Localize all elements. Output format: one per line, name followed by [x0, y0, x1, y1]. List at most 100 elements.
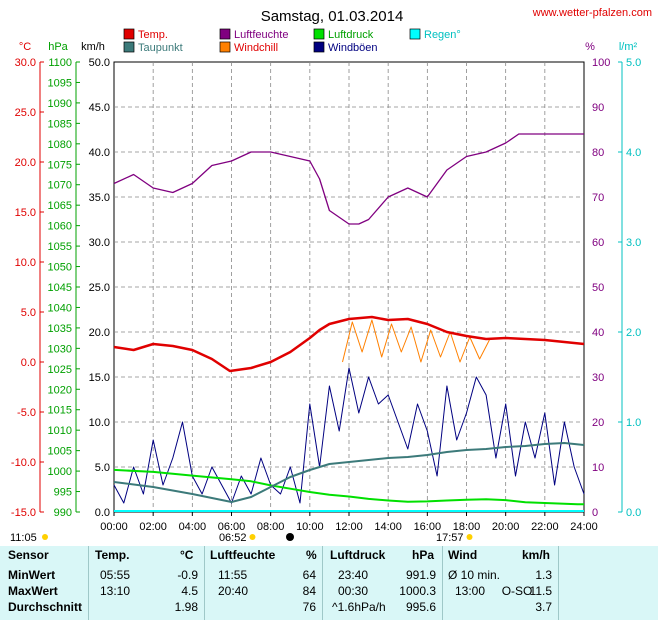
chart-title: Samstag, 01.03.2014 [261, 8, 404, 25]
x-tick-label: 24:00 [570, 521, 598, 533]
hdr-press: Luftdruck [330, 548, 386, 562]
tick-label-temp: 10.0 [15, 257, 36, 269]
tick-label-pressure: 1020 [48, 384, 72, 396]
tick-label-pressure: 1050 [48, 262, 72, 274]
legend-label: Temp. [138, 29, 168, 41]
sunset-icon [466, 534, 473, 540]
x-tick-label: 08:00 [257, 521, 285, 533]
cell: 991.9 [405, 568, 436, 582]
cell: ^1.6hPa/h [332, 600, 386, 614]
tick-label-temp: 15.0 [15, 207, 36, 219]
tick-label-humidity: 0 [592, 507, 598, 519]
cell: -0.9 [177, 568, 198, 582]
x-tick-label: 16:00 [414, 521, 442, 533]
x-tick-label: 06:00 [218, 521, 246, 533]
x-tick-label: 22:00 [531, 521, 559, 533]
tick-label-humidity: 90 [592, 102, 604, 114]
hdr-hum-unit: % [306, 548, 317, 562]
cell: Ø 10 min. [448, 568, 501, 582]
tick-label-temp: 0.0 [21, 357, 36, 369]
series-windchill [342, 319, 490, 363]
tick-label-rain: 5.0 [626, 57, 641, 69]
x-tick-label: 14:00 [374, 521, 402, 533]
cell: 23:40 [338, 568, 369, 582]
tick-label-humidity: 10 [592, 462, 604, 474]
tick-label-rain: 4.0 [626, 147, 641, 159]
tick-label-temp: -15.0 [11, 507, 36, 519]
tick-label-temp: 5.0 [21, 307, 36, 319]
tick-label-humidity: 20 [592, 417, 604, 429]
tick-label-wind: 0.0 [95, 507, 110, 519]
tick-label-pressure: 995 [54, 487, 72, 499]
axis-label-rain: l/m² [619, 41, 638, 53]
tick-label-humidity: 50 [592, 282, 604, 294]
tick-label-humidity: 60 [592, 237, 604, 249]
x-tick-label: 00:00 [100, 521, 128, 533]
tick-label-humidity: 70 [592, 192, 604, 204]
tick-label-wind: 10.0 [89, 417, 110, 429]
cell: 20:40 [218, 584, 249, 598]
tick-label-pressure: 1005 [48, 446, 72, 458]
series-humidity [113, 133, 584, 225]
weather-chart: Samstag, 01.03.2014 www.wetter-pfalzen.co… [10, 7, 652, 544]
legend-swatch [123, 41, 135, 53]
cell: 84 [302, 584, 316, 598]
tick-label-pressure: 1085 [48, 118, 72, 130]
tick-label-rain: 3.0 [626, 237, 641, 249]
legend-label: Regen° [424, 29, 461, 41]
cell: 11.5 [529, 584, 552, 598]
tick-label-pressure: 1060 [48, 221, 72, 233]
tick-label-pressure: 1095 [48, 77, 72, 89]
cell: 1.3 [535, 568, 552, 582]
cell: 13:00 O-SO [455, 584, 533, 598]
legend-label: Luftfeuchte [234, 29, 288, 41]
moon-icon [42, 534, 48, 540]
tick-label-pressure: 1090 [48, 98, 72, 110]
tick-label-pressure: 1035 [48, 323, 72, 335]
tick-label-pressure: 1040 [48, 302, 72, 314]
legend-swatch [313, 28, 325, 40]
tick-label-temp: 30.0 [15, 57, 36, 69]
tick-label-temp: 25.0 [15, 107, 36, 119]
tick-label-wind: 30.0 [89, 237, 110, 249]
series-temp [113, 315, 585, 373]
cell: 4.5 [181, 584, 198, 598]
tick-label-wind: 25.0 [89, 282, 110, 294]
axis-label-temp: °C [19, 41, 31, 53]
hdr-hum: Luftfeuchte [210, 548, 276, 562]
legend-swatch [409, 28, 421, 40]
cell: 00:30 [338, 584, 369, 598]
axis-label-wind: km/h [81, 41, 105, 53]
legend-label: Luftdruck [328, 29, 374, 41]
tick-label-rain: 2.0 [626, 327, 641, 339]
tick-label-rain: 0.0 [626, 507, 641, 519]
hdr-press-unit: hPa [412, 548, 435, 562]
row-label: Durchschnitt [8, 600, 83, 614]
tick-label-pressure: 1080 [48, 139, 72, 151]
tick-label-pressure: 1010 [48, 425, 72, 437]
sunrise-label: 06:52 [219, 532, 247, 544]
cell: 76 [302, 600, 316, 614]
tick-label-temp: -5.0 [17, 407, 36, 419]
x-tick-label: 12:00 [335, 521, 363, 533]
series-pressure [113, 468, 584, 506]
tick-label-temp: -10.0 [11, 457, 36, 469]
axis-label-pressure: hPa [48, 41, 68, 53]
tick-label-humidity: 80 [592, 147, 604, 159]
tick-label-humidity: 40 [592, 327, 604, 339]
tick-label-pressure: 1100 [48, 57, 72, 69]
sunrise-icon [249, 534, 256, 540]
hdr-sensor: Sensor [8, 548, 49, 562]
tick-label-wind: 50.0 [89, 57, 110, 69]
legend-label: Windböen [328, 42, 378, 54]
x-tick-label: 02:00 [139, 521, 167, 533]
hdr-temp: Temp. [95, 548, 130, 562]
tick-label-wind: 5.0 [95, 462, 110, 474]
tick-label-pressure: 1030 [48, 343, 72, 355]
tick-label-wind: 15.0 [89, 372, 110, 384]
legend-label: Windchill [234, 42, 278, 54]
cell: 13:10 [100, 584, 131, 598]
tick-label-temp: 20.0 [15, 157, 36, 169]
tick-label-pressure: 1065 [48, 200, 72, 212]
tick-label-humidity: 30 [592, 372, 604, 384]
